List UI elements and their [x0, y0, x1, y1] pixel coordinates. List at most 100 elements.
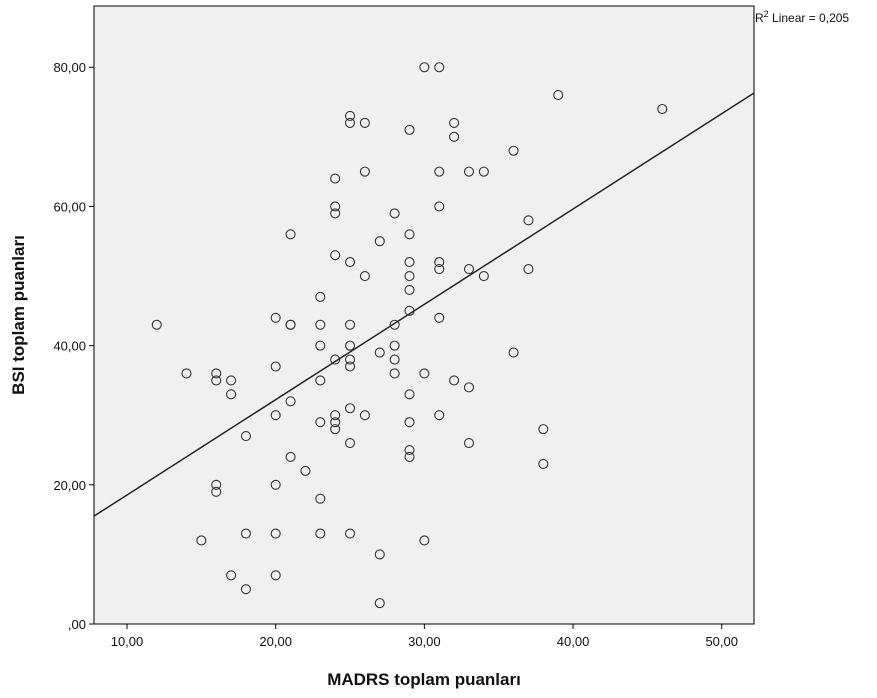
point — [657, 103, 668, 115]
point — [478, 270, 489, 282]
r2-annotation: R2 Linear = 0,205 — [755, 9, 849, 25]
point — [434, 264, 445, 275]
point — [196, 535, 207, 546]
point — [240, 528, 252, 539]
point — [538, 424, 549, 435]
point — [315, 319, 326, 330]
y-tick-label: 20,00 — [53, 478, 86, 493]
point — [300, 465, 311, 476]
point — [389, 319, 400, 330]
point — [359, 117, 370, 128]
point — [330, 424, 341, 435]
point — [389, 340, 400, 351]
x-tick-label: 50,00 — [705, 634, 738, 649]
point — [270, 410, 281, 421]
r2-text: Linear = 0,205 — [769, 11, 850, 25]
point — [285, 229, 296, 240]
point — [226, 389, 237, 400]
point — [270, 570, 281, 581]
point — [226, 375, 237, 386]
point — [374, 347, 385, 358]
x-axis-label: MADRS toplam puanları — [327, 670, 521, 689]
point — [463, 166, 475, 177]
point — [211, 368, 222, 379]
point — [330, 417, 341, 428]
point — [315, 528, 326, 539]
point — [508, 145, 519, 156]
point — [240, 584, 252, 595]
y-axis-label: BSI toplam puanları — [9, 235, 28, 395]
point — [374, 236, 385, 247]
point — [553, 90, 564, 101]
point — [463, 438, 475, 449]
point — [344, 110, 356, 122]
point — [285, 319, 296, 330]
point — [270, 312, 281, 323]
point — [434, 201, 445, 212]
point — [523, 264, 534, 275]
point — [344, 403, 356, 414]
point — [359, 410, 370, 421]
point — [315, 375, 326, 386]
point — [463, 264, 475, 275]
point — [151, 319, 162, 330]
point — [434, 312, 445, 323]
point — [434, 166, 445, 177]
point — [449, 131, 460, 142]
point — [419, 535, 430, 546]
x-tick-label: 30,00 — [408, 634, 441, 649]
point — [374, 549, 385, 560]
plot-area — [93, 5, 755, 625]
point — [344, 319, 356, 330]
point — [344, 354, 356, 365]
point — [315, 417, 326, 428]
fit-line — [93, 92, 755, 517]
x-tick-label: 20,00 — [259, 634, 292, 649]
point — [285, 396, 296, 407]
point — [285, 451, 296, 463]
point — [330, 201, 341, 212]
point — [389, 368, 400, 379]
point — [344, 117, 356, 128]
point — [404, 389, 415, 400]
point — [344, 257, 356, 268]
y-tick-label: ,00 — [68, 617, 86, 632]
point — [330, 250, 341, 261]
point — [434, 257, 445, 268]
point — [478, 166, 489, 177]
point — [344, 438, 356, 449]
point — [344, 340, 356, 351]
point — [359, 270, 370, 282]
y-tick-label: 60,00 — [53, 199, 86, 214]
point — [449, 375, 460, 386]
point — [508, 347, 519, 358]
point — [211, 486, 222, 497]
point — [404, 124, 415, 135]
point — [449, 117, 460, 128]
x-tick-label: 40,00 — [557, 634, 590, 649]
point — [404, 270, 415, 282]
point — [315, 291, 326, 302]
point — [404, 444, 415, 456]
point — [270, 361, 281, 372]
point — [315, 493, 326, 504]
point — [389, 208, 400, 219]
y-tick-label: 80,00 — [53, 60, 86, 75]
point — [330, 173, 341, 184]
r2-r: R — [755, 11, 764, 25]
point — [211, 479, 222, 490]
point — [434, 62, 445, 73]
point — [270, 528, 281, 539]
point — [434, 410, 445, 421]
point — [538, 458, 549, 469]
point — [463, 382, 475, 393]
point — [359, 166, 370, 177]
point — [374, 598, 385, 609]
point — [330, 410, 341, 421]
y-tick-label: 40,00 — [53, 339, 86, 354]
point — [419, 62, 430, 73]
point — [315, 340, 326, 351]
x-tick-label: 10,00 — [111, 634, 144, 649]
point — [330, 208, 341, 219]
